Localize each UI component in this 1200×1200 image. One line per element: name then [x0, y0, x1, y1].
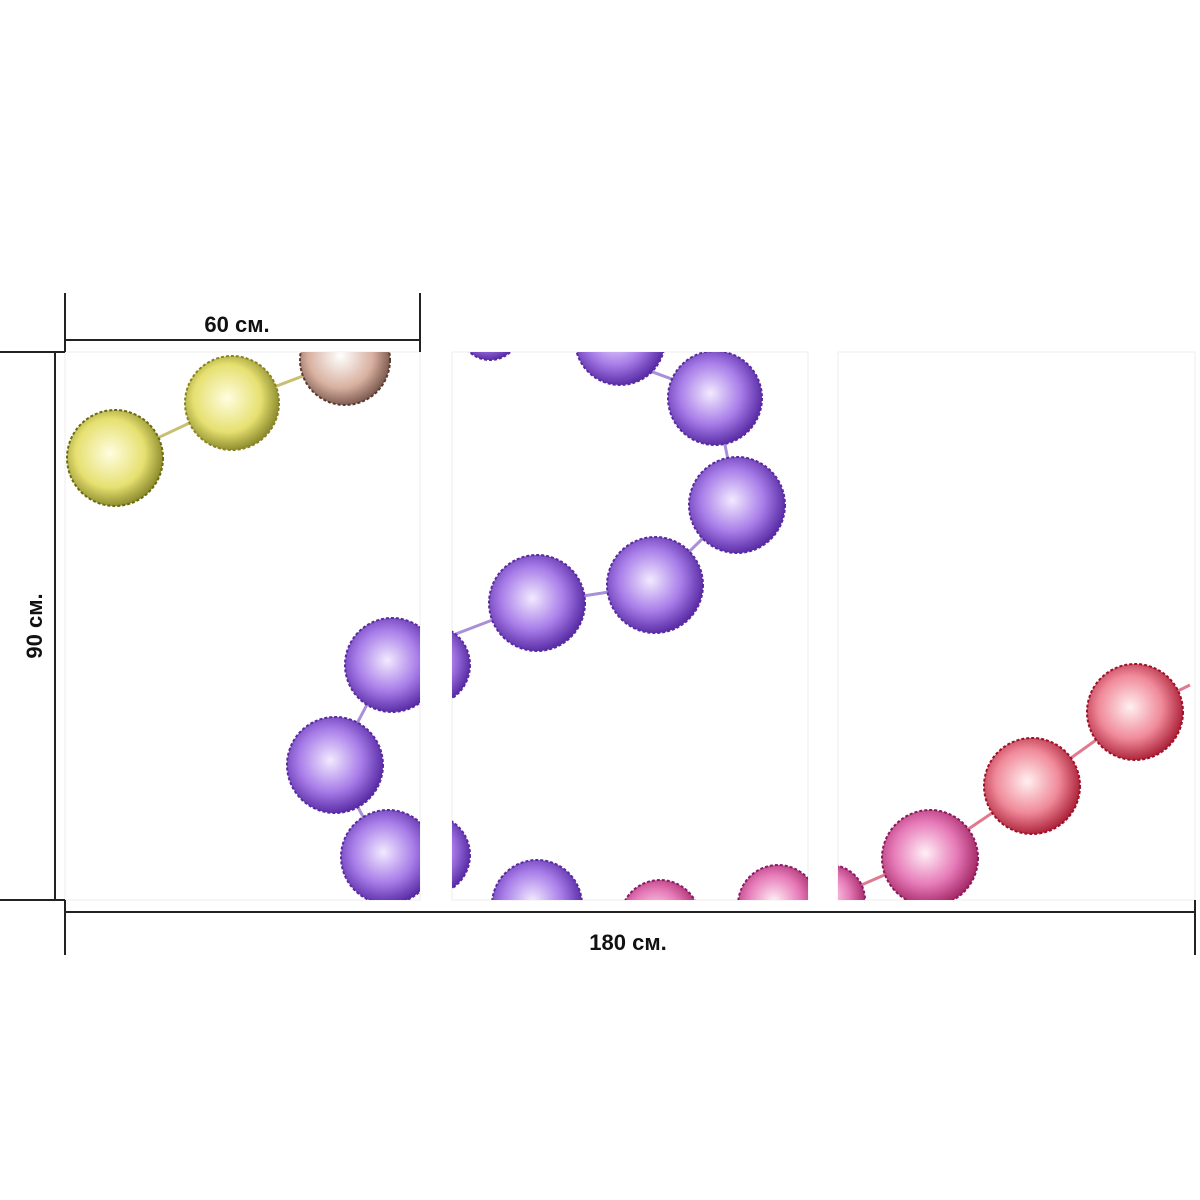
gem — [452, 630, 471, 700]
gem — [468, 352, 512, 361]
total-width-label: 180 см. — [589, 930, 666, 955]
gem — [340, 809, 420, 900]
panel-art — [838, 663, 1191, 900]
gem — [184, 355, 280, 451]
gem — [66, 409, 164, 507]
gem — [286, 716, 384, 814]
panel-art — [452, 352, 808, 900]
width-label: 60 см. — [204, 312, 269, 337]
gem — [1086, 663, 1184, 761]
height-label: 90 см. — [22, 593, 47, 658]
gem — [491, 859, 583, 900]
gem — [452, 820, 471, 890]
gem — [344, 617, 420, 713]
gem — [838, 864, 866, 900]
gem — [983, 737, 1081, 835]
gem — [688, 456, 786, 554]
gem — [606, 536, 704, 634]
gem — [667, 352, 763, 446]
gem — [299, 352, 391, 406]
panel-art — [66, 352, 420, 900]
gem — [488, 554, 586, 652]
gem — [624, 879, 696, 900]
gem — [575, 352, 665, 386]
gem — [737, 864, 808, 900]
panel — [837, 351, 1196, 901]
gem — [881, 809, 979, 900]
